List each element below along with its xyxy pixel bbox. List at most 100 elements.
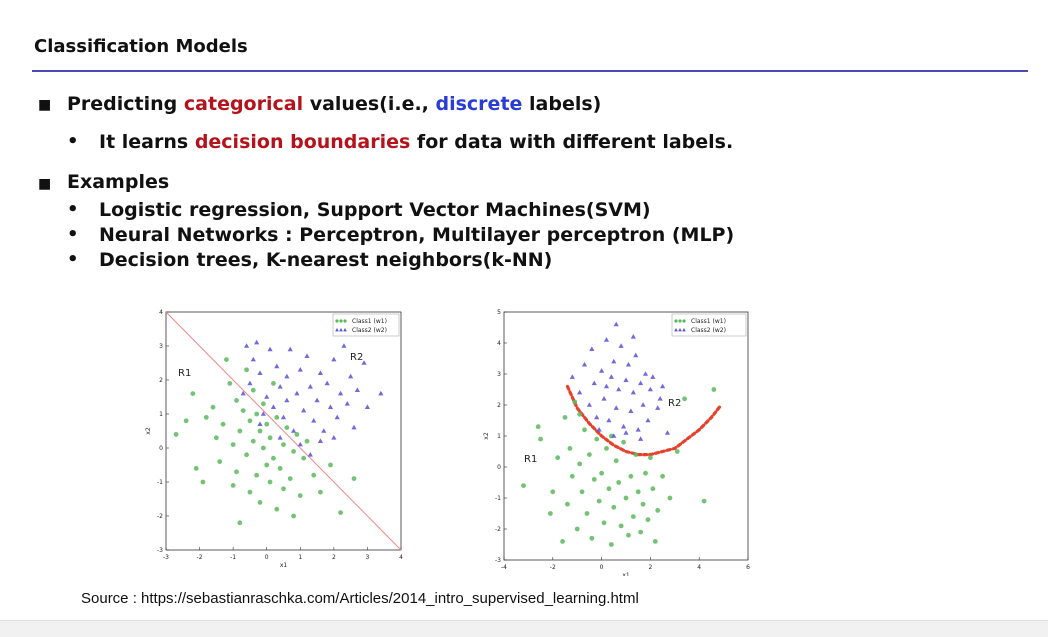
highlight-decision-boundaries: decision boundaries [194, 131, 411, 153]
x-tick-label: 2 [332, 554, 336, 561]
class2-point [290, 428, 297, 433]
class2-point [331, 435, 337, 440]
class2-point [625, 361, 632, 367]
class1-point [227, 381, 233, 386]
class1-point [591, 477, 597, 482]
class1-point [247, 489, 253, 495]
class1-point [281, 442, 286, 447]
x-tick-label: -4 [501, 564, 507, 571]
x-tick-label: -3 [163, 554, 169, 561]
class2-point [618, 343, 624, 348]
bullet-examples: Examples [67, 171, 170, 193]
class2-point [635, 427, 641, 432]
class2-point [314, 397, 320, 403]
class2-point [591, 380, 597, 386]
nonlinear-boundary-scatter-plot: -4 -2 0 2 4 6 -3 -2 -1 0 1 2 3 4 5 x1 x2 R1 R2 Class1 (w1) C… [483, 309, 750, 576]
class2-point [240, 390, 246, 396]
y-tick-label: -1 [157, 479, 163, 486]
y-tick-label: 5 [497, 309, 501, 316]
x-tick-label: 0 [265, 554, 269, 561]
legend-marker-class1 [339, 319, 343, 323]
class1-point [711, 387, 717, 392]
slide-title: Classification Models [34, 36, 248, 57]
x-tick-label: 1 [298, 554, 302, 561]
decision-boundary-curve [565, 384, 723, 457]
class1-point [244, 452, 249, 458]
class1-point [550, 489, 556, 495]
class2-point [327, 404, 334, 409]
linear-boundary-scatter-plot: -3 -2 -1 0 1 2 3 4 -3 -2 -1 0 1 2 3 4 x1 x2 R1 R2 Class1 (w1… [145, 309, 403, 569]
class2-point [267, 346, 273, 352]
class1-point [648, 455, 653, 461]
class1-point [587, 452, 592, 457]
class1-point [667, 495, 673, 501]
bullet-text-suffix: labels) [522, 93, 602, 115]
x-tick-label: 2 [648, 564, 652, 571]
class1-point [560, 539, 565, 544]
class2-point [284, 397, 290, 403]
y-tick-label: 2 [497, 402, 501, 409]
class1-point [601, 520, 607, 526]
title-divider [32, 70, 1028, 72]
class2-point [620, 423, 627, 429]
class2-point [277, 435, 283, 440]
y-tick-label: 0 [497, 464, 501, 471]
class2-point [311, 418, 317, 423]
class1-point [291, 513, 296, 519]
class1-point [574, 526, 580, 532]
dot-bullet-icon: • [67, 224, 79, 245]
class1-point [652, 539, 658, 544]
class1-point [565, 501, 570, 507]
class1-point [567, 446, 573, 451]
bullet-predicting: Predicting categorical values(i.e., disc… [67, 93, 601, 115]
sub-text-suffix: for data with different labels. [410, 131, 734, 153]
class2-point [307, 384, 313, 389]
class2-point [348, 373, 354, 379]
class2-point [623, 430, 629, 435]
y-axis-label: x2 [145, 427, 152, 435]
class1-point [643, 470, 648, 476]
class2-point [341, 343, 347, 348]
y-tick-label: -3 [495, 557, 501, 564]
x-tick-label: 4 [399, 554, 403, 561]
class2-point [250, 356, 256, 362]
legend-marker-class2 [674, 328, 678, 332]
region-label-r2: R2 [350, 352, 363, 363]
dot-bullet-icon: • [67, 199, 79, 220]
region-label-r2: R2 [668, 398, 681, 409]
y-tick-label: 1 [159, 411, 163, 418]
legend-marker-class1 [678, 319, 682, 323]
example-item: Decision trees, K-nearest neighbors(k-NN… [99, 249, 553, 271]
class1-point [311, 472, 317, 478]
highlight-categorical: categorical [183, 93, 304, 115]
class2-point [638, 436, 644, 441]
class2-point [638, 380, 644, 386]
class1-point [572, 399, 578, 405]
class2-point [603, 337, 610, 342]
class1-point [250, 387, 256, 393]
class1-point [274, 415, 280, 420]
class1-point [613, 458, 619, 464]
class1-point [294, 432, 300, 437]
class1-point [584, 511, 590, 516]
class2-point [264, 394, 270, 399]
class2-point [277, 384, 283, 389]
class2-point [321, 428, 327, 433]
class1-point [230, 483, 236, 488]
class2-point [577, 389, 583, 395]
dot-bullet-icon: • [67, 249, 79, 270]
y-axis-label: x2 [483, 432, 490, 440]
class2-point [611, 358, 617, 364]
class1-point [257, 428, 263, 434]
class1-point [630, 514, 636, 519]
class2-point [599, 368, 605, 373]
class1-point [271, 455, 276, 461]
class2-point [307, 452, 313, 457]
legend-entry: Class1 (w1) [691, 318, 726, 325]
class1-point [244, 367, 249, 373]
y-tick-label: 3 [497, 371, 501, 378]
class1-point [616, 480, 622, 485]
class1-point [596, 498, 602, 504]
legend-marker-class2 [339, 328, 343, 332]
class1-point [200, 479, 206, 485]
